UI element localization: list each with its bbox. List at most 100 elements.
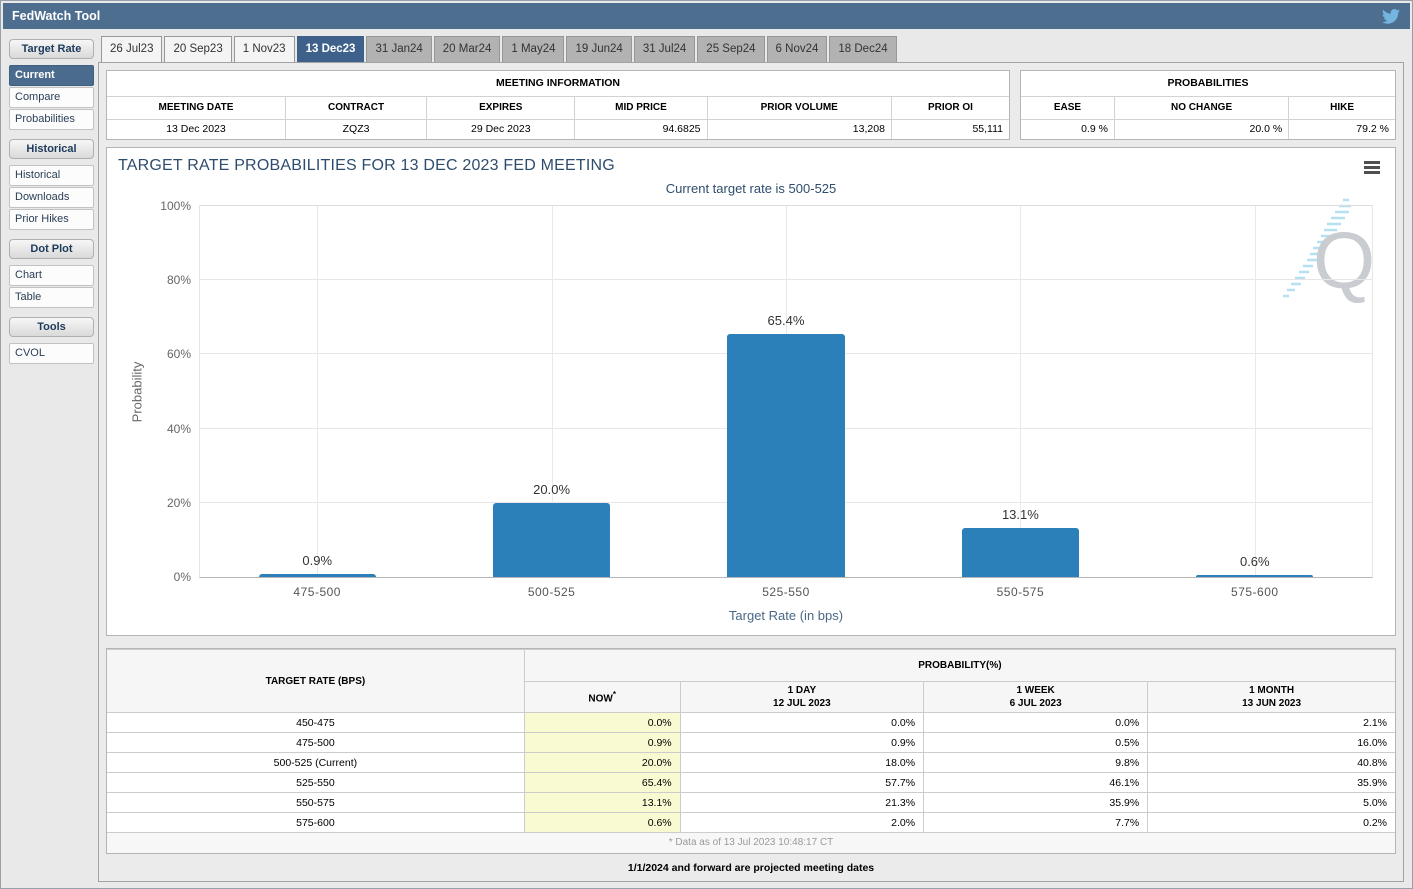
tab-31-jan24[interactable]: 31 Jan24 bbox=[366, 36, 432, 62]
probability-group-header: PROBABILITY(%) bbox=[523, 649, 1395, 682]
probability-row-575-600: 575-600 0.6% 2.0% 7.7% 0.2% bbox=[107, 812, 1395, 833]
one-week-value: 0.0% bbox=[923, 712, 1149, 733]
column-header-ease: EASE bbox=[1021, 95, 1115, 120]
sidebar-item-current[interactable]: Current bbox=[9, 65, 94, 86]
x-axis-title: Target Rate (in bps) bbox=[728, 608, 844, 623]
y-axis-tick-label: 40% bbox=[166, 421, 191, 436]
y-axis-title: Probability bbox=[129, 361, 145, 422]
now-value: 0.9% bbox=[523, 732, 681, 753]
one-day-value: 0.9% bbox=[679, 732, 925, 753]
sidebar-item-chart[interactable]: Chart bbox=[9, 265, 94, 286]
tab-25-sep24[interactable]: 25 Sep24 bbox=[697, 36, 765, 62]
one-day-value: 18.0% bbox=[679, 752, 925, 773]
probabilities-panel: PROBABILITIES EASE NO CHANGE HIKE 0.9 % 20.0 … bbox=[1020, 70, 1396, 140]
tab-26-jul23[interactable]: 26 Jul23 bbox=[101, 36, 163, 62]
value-mid-price: 94.6825 bbox=[574, 118, 708, 139]
column-header-now: NOW* bbox=[524, 681, 681, 713]
one-week-value: 7.7% bbox=[923, 812, 1149, 833]
tab-20-mar24[interactable]: 20 Mar24 bbox=[433, 36, 501, 62]
tab-19-jun24[interactable]: 19 Jun24 bbox=[566, 36, 632, 62]
value-meeting-date: 13 Dec 2023 bbox=[107, 118, 286, 139]
y-axis-tick-label: 60% bbox=[166, 347, 191, 362]
target-rate-chart-panel: TARGET RATE PROBABILITIES FOR 13 DEC 202… bbox=[106, 147, 1396, 636]
rate-cell: 575-600 bbox=[107, 812, 525, 833]
x-gridline bbox=[1254, 206, 1256, 577]
now-value: 0.6% bbox=[523, 812, 681, 833]
sidebar-item-prior-hikes[interactable]: Prior Hikes bbox=[9, 209, 94, 230]
column-header-1-month: 1 MONTH 13 JUN 2023 bbox=[1147, 681, 1395, 713]
probability-row-525-550: 525-550 65.4% 57.7% 46.1% 35.9% bbox=[107, 772, 1395, 793]
x-axis-category-label: 525-550 bbox=[762, 585, 810, 599]
sidebar-section-target-rate: Target Rate bbox=[9, 39, 94, 59]
twitter-icon[interactable] bbox=[1382, 8, 1400, 24]
sidebar-item-downloads[interactable]: Downloads bbox=[9, 187, 94, 208]
x-axis-category-label: 500-525 bbox=[527, 585, 576, 599]
tab-1-may24[interactable]: 1 May24 bbox=[502, 36, 565, 62]
chart-subtitle: Current target rate is 500-525 bbox=[665, 181, 837, 196]
now-value: 0.0% bbox=[523, 712, 681, 733]
value-contract: ZQZ3 bbox=[284, 118, 428, 139]
bar-value-label: 20.0% bbox=[533, 481, 571, 497]
main-area: 26 Jul23 20 Sep23 1 Nov23 13 Dec23 31 Jan24 2… bbox=[98, 36, 1404, 882]
sidebar: Target Rate Current Compare Probabilities Hi… bbox=[3, 36, 98, 882]
tab-20-sep23[interactable]: 20 Sep23 bbox=[164, 36, 232, 62]
bar-value-label: 65.4% bbox=[767, 313, 805, 329]
probability-table-panel: TARGET RATE (BPS) PROBABILITY(%) NOW* 1 DAY… bbox=[106, 648, 1396, 854]
one-day-value: 0.0% bbox=[679, 712, 925, 733]
now-value: 13.1% bbox=[523, 792, 681, 813]
quikstrike-watermark-icon: Q bbox=[1283, 198, 1375, 305]
data-row: 0.9 % 20.0 % 79.2 % bbox=[1021, 118, 1395, 139]
probability-row-550-575: 550-575 13.1% 21.3% 35.9% 5.0% bbox=[107, 792, 1395, 813]
tab-31-jul24[interactable]: 31 Jul24 bbox=[633, 36, 696, 62]
svg-text:Q: Q bbox=[1313, 216, 1375, 305]
sidebar-item-historical[interactable]: Historical bbox=[9, 165, 94, 186]
one-day-value: 57.7% bbox=[679, 772, 925, 793]
x-axis-category-label: 475-500 bbox=[293, 585, 341, 599]
bar-550-575[interactable] bbox=[961, 528, 1079, 577]
sidebar-item-cvol[interactable]: CVOL bbox=[9, 343, 94, 364]
now-value: 65.4% bbox=[523, 772, 681, 793]
sidebar-section-historical: Historical bbox=[9, 139, 94, 159]
chart-title: TARGET RATE PROBABILITIES FOR 13 DEC 202… bbox=[118, 157, 615, 174]
bar-475-500[interactable] bbox=[258, 573, 376, 577]
tab-6-nov24[interactable]: 6 Nov24 bbox=[766, 36, 828, 62]
sidebar-item-probabilities[interactable]: Probabilities bbox=[9, 109, 94, 130]
bar-500-525[interactable] bbox=[493, 502, 611, 577]
column-header-no-change: NO CHANGE bbox=[1113, 95, 1290, 120]
y-axis-tick-label: 0% bbox=[173, 570, 191, 584]
value-no-change: 20.0 % bbox=[1113, 118, 1290, 139]
probability-history-table: TARGET RATE (BPS) PROBABILITY(%) NOW* 1 DAY… bbox=[107, 649, 1395, 853]
main-content: MEETING INFORMATION MEETING DATE CONTRACT E… bbox=[98, 62, 1404, 882]
data-as-of-note: * Data as of 13 Jul 2023 10:48:17 CT bbox=[107, 832, 1395, 853]
chart-plot-area: 0% 20% 40% 60% 80% 100% 0.9% 475-500 20.0% 500-52… bbox=[160, 199, 1373, 599]
meeting-information-panel: MEETING INFORMATION MEETING DATE CONTRACT E… bbox=[106, 70, 1010, 140]
column-header-1-week: 1 WEEK 6 JUL 2023 bbox=[923, 681, 1149, 713]
rate-cell: 525-550 bbox=[107, 772, 525, 793]
x-gridline bbox=[551, 206, 553, 577]
tab-1-nov23[interactable]: 1 Nov23 bbox=[233, 36, 295, 62]
rate-cell: 475-500 bbox=[107, 732, 525, 753]
column-header-contract: CONTRACT bbox=[284, 95, 428, 120]
probabilities-summary-table: PROBABILITIES EASE NO CHANGE HIKE 0.9 % 20.0 … bbox=[1021, 71, 1395, 139]
tab-13-dec23[interactable]: 13 Dec23 bbox=[296, 36, 365, 62]
bar-525-550[interactable] bbox=[727, 334, 845, 577]
bar-575-600[interactable] bbox=[1196, 574, 1314, 577]
column-header-meeting-date: MEETING DATE bbox=[107, 95, 286, 120]
sidebar-item-compare[interactable]: Compare bbox=[9, 87, 94, 108]
sidebar-section-tools: Tools bbox=[9, 317, 94, 337]
value-hike: 79.2 % bbox=[1288, 118, 1395, 139]
value-prior-oi: 55,111 bbox=[890, 118, 1009, 139]
probability-row-475-500: 475-500 0.9% 0.9% 0.5% 16.0% bbox=[107, 732, 1395, 753]
one-day-value: 21.3% bbox=[679, 792, 925, 813]
one-month-value: 0.2% bbox=[1147, 812, 1395, 833]
sidebar-item-table[interactable]: Table bbox=[9, 287, 94, 308]
tab-18-dec24[interactable]: 18 Dec24 bbox=[829, 36, 897, 62]
target-rate-bps-header: TARGET RATE (BPS) bbox=[107, 649, 525, 713]
now-value: 20.0% bbox=[523, 752, 681, 773]
sidebar-section-dot-plot: Dot Plot bbox=[9, 239, 94, 259]
column-header-1-day: 1 DAY 12 JUL 2023 bbox=[679, 681, 925, 713]
column-header-prior-volume: PRIOR VOLUME bbox=[706, 95, 892, 120]
chart-context-menu-icon[interactable] bbox=[1364, 161, 1380, 176]
value-ease: 0.9 % bbox=[1021, 118, 1115, 139]
